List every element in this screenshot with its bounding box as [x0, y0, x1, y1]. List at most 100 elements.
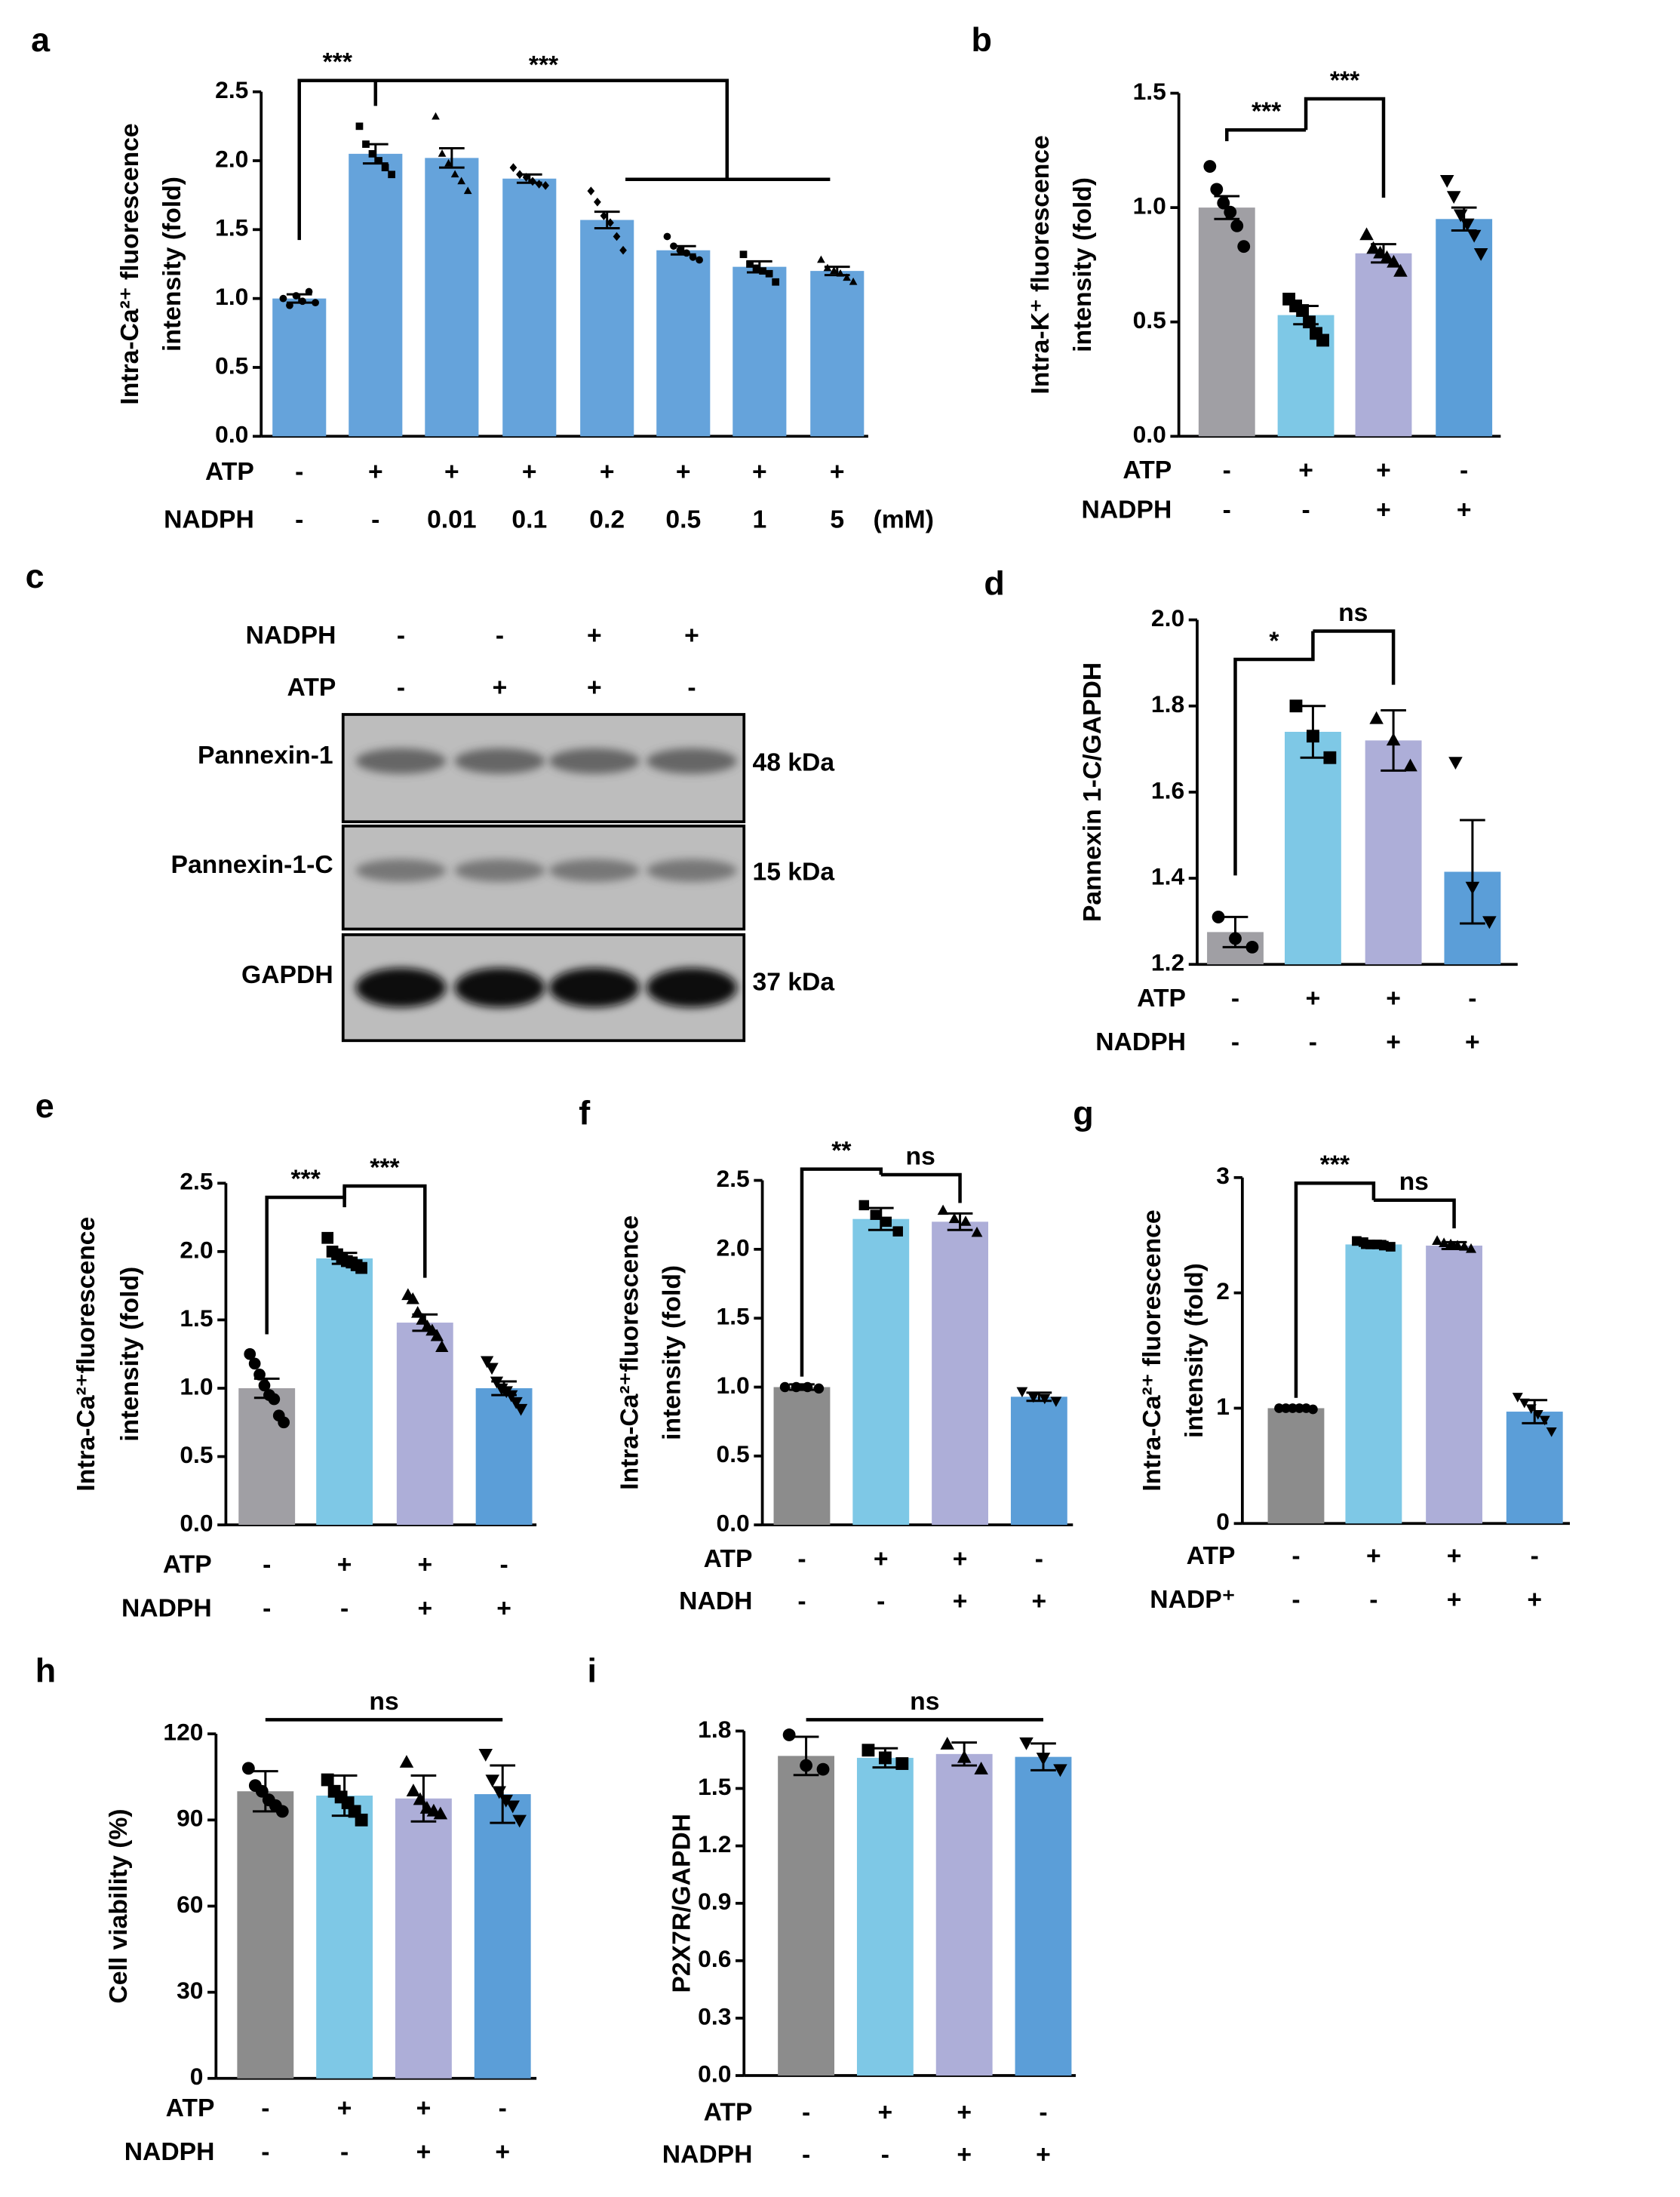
- bar: [396, 1323, 453, 1526]
- data-point: [253, 1369, 266, 1381]
- condition-name: NADH: [679, 1587, 752, 1615]
- condition-label: -: [1301, 496, 1310, 524]
- error-bar: [516, 173, 542, 184]
- bar: [1010, 1397, 1067, 1526]
- condition-label: 0.01: [427, 505, 477, 533]
- y-tick-label: 2.0: [717, 1234, 750, 1261]
- y-axis-label: Intra-Ca²⁺ fluorescence: [1138, 1209, 1166, 1491]
- condition-label: +: [1527, 1586, 1542, 1614]
- condition-label: +: [600, 458, 615, 486]
- condition-label: -: [1231, 985, 1239, 1012]
- error-bar: [252, 1770, 278, 1813]
- condition-label: +: [953, 1545, 968, 1573]
- y-tick-label: 0.5: [1133, 306, 1166, 333]
- condition-label: +: [1386, 985, 1401, 1012]
- condition-label: +: [587, 622, 602, 650]
- error-bar: [490, 1764, 516, 1824]
- blot-size: 48 kDa: [752, 748, 834, 776]
- condition-label: +: [416, 2138, 432, 2166]
- blot-band: [355, 967, 447, 1008]
- data-point: [509, 1397, 523, 1409]
- error-bar: [746, 260, 772, 274]
- y-tick-label: 0.0: [717, 1510, 750, 1537]
- significance-label: *: [1269, 627, 1279, 655]
- condition-label: +: [1376, 496, 1391, 524]
- y-tick-label: 0: [1216, 1508, 1230, 1535]
- bar: [1277, 315, 1334, 437]
- condition-label: +: [1366, 1542, 1381, 1570]
- data-point: [433, 1806, 448, 1820]
- blot-band: [355, 859, 447, 882]
- data-point: [1432, 1235, 1443, 1245]
- condition-label: -: [1369, 1586, 1377, 1614]
- condition-label: -: [881, 2141, 889, 2169]
- data-point: [739, 250, 748, 259]
- condition-label: -: [1531, 1542, 1539, 1570]
- data-point: [663, 232, 671, 241]
- condition-label: -: [499, 1550, 508, 1578]
- error-bar: [1222, 915, 1248, 948]
- condition-label: 0.5: [665, 505, 701, 533]
- condition-name: NADPH: [662, 2141, 753, 2169]
- condition-label: +: [1298, 456, 1313, 484]
- condition-label: +: [1465, 1028, 1480, 1056]
- data-point: [1446, 191, 1461, 204]
- data-point: [1027, 1392, 1040, 1403]
- data-point: [858, 1200, 870, 1211]
- significance-label: ***: [323, 48, 353, 76]
- data-point: [1439, 175, 1454, 188]
- y-axis-label: Intra-K⁺ fluorescence: [1027, 135, 1055, 394]
- data-point: [279, 294, 287, 303]
- condition-label: +: [1036, 2141, 1051, 2169]
- condition-label: +: [587, 674, 602, 702]
- significance-bracket: [1233, 631, 1315, 876]
- data-point: [478, 1749, 493, 1762]
- y-tick-label: 1.5: [215, 214, 248, 241]
- significance-bracket: [1225, 128, 1307, 142]
- y-tick-label: 1.0: [180, 1372, 213, 1400]
- bar: [773, 1387, 831, 1526]
- y-tick-label: 0: [190, 2063, 204, 2090]
- data-point: [1546, 1427, 1557, 1437]
- error-bar: [824, 266, 850, 277]
- condition-label: -: [1035, 1545, 1043, 1573]
- significance-label: ns: [1338, 599, 1368, 627]
- data-point: [1387, 254, 1401, 268]
- y-tick-label: 0.9: [698, 1888, 731, 1915]
- y-axis-label: Cell viability (%): [105, 1808, 133, 2003]
- y-tick-label: 2: [1216, 1277, 1230, 1304]
- bar: [237, 1791, 294, 2079]
- y-tick-label: 1.5: [698, 1773, 731, 1800]
- condition-label: +: [1447, 1542, 1462, 1570]
- blot-band: [454, 748, 545, 774]
- blot-row-name: Pannexin-1: [198, 742, 333, 770]
- error-bar: [1460, 819, 1485, 925]
- y-tick-label: 1.4: [1151, 862, 1185, 890]
- y-tick-label: 1.5: [1133, 78, 1166, 105]
- error-bar: [253, 1377, 280, 1400]
- y-axis-label: intensity (fold): [659, 1265, 686, 1440]
- significance-label: ns: [906, 1142, 935, 1170]
- data-point: [275, 1805, 289, 1818]
- condition-label: 0.1: [511, 505, 547, 533]
- condition-label: +: [1386, 1028, 1401, 1056]
- condition-label: -: [499, 2094, 507, 2122]
- blot-band: [454, 967, 545, 1008]
- condition-name: ATP: [704, 2098, 753, 2126]
- y-tick-label: 2.5: [717, 1165, 750, 1192]
- condition-label: -: [1460, 456, 1468, 484]
- error-bar: [410, 1774, 437, 1823]
- error-bar: [412, 1313, 438, 1332]
- error-bar: [1441, 1240, 1467, 1251]
- panel-letter: a: [31, 20, 51, 59]
- data-point: [1245, 940, 1259, 954]
- y-tick-label: 1.8: [698, 1716, 731, 1743]
- condition-name: NADP⁺: [1150, 1586, 1235, 1614]
- condition-label: +: [1447, 1586, 1462, 1614]
- error-bar: [1026, 1391, 1052, 1403]
- data-point: [244, 1347, 256, 1360]
- condition-label: +: [676, 458, 691, 486]
- significance-label: ns: [1399, 1168, 1429, 1196]
- significance-label: **: [831, 1137, 852, 1165]
- condition-label: -: [1039, 2098, 1047, 2126]
